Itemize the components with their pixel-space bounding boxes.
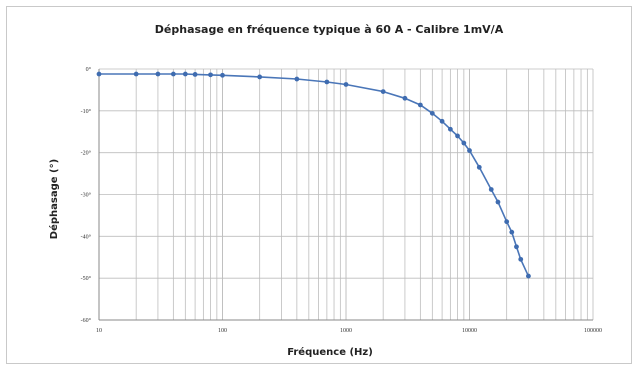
- x-tick-label: 100000: [584, 328, 602, 334]
- y-tick-label: -60°: [81, 317, 92, 324]
- data-point: [467, 148, 472, 153]
- data-point: [518, 256, 524, 262]
- data-point: [447, 126, 453, 132]
- data-point: [504, 219, 510, 225]
- data-point: [439, 118, 445, 124]
- x-axis-title: Fréquence (Hz): [287, 346, 373, 358]
- axes: [98, 69, 593, 321]
- data-point: [170, 71, 176, 77]
- series-phase: [96, 71, 531, 279]
- x-tick-label: 100: [218, 328, 227, 334]
- grid-lines: [98, 68, 594, 321]
- data-point: [461, 140, 467, 146]
- data-point: [294, 76, 300, 82]
- data-point: [182, 71, 188, 77]
- data-point: [343, 82, 349, 87]
- data-point: [96, 71, 102, 77]
- phase-chart: Déphasage en fréquence typique à 60 A - …: [48, 23, 602, 358]
- tick-labels: 10 100 1000 10000 100000 0° -10° -20° -30° -40° -5…: [81, 66, 602, 334]
- data-point: [257, 74, 263, 80]
- data-point: [192, 72, 198, 77]
- data-point: [495, 199, 501, 205]
- data-point: [208, 72, 213, 78]
- data-point: [220, 72, 225, 78]
- data-point: [402, 95, 408, 101]
- y-tick-label: -50°: [81, 275, 92, 282]
- x-tick-label: 10000: [462, 328, 477, 334]
- chart-frame: Déphasage en fréquence typique à 60 A - …: [6, 6, 632, 364]
- y-tick-label: 0°: [86, 66, 92, 73]
- x-tick-label: 10: [96, 328, 102, 334]
- y-tick-label: -30°: [81, 192, 92, 199]
- chart-title: Déphasage en fréquence typique à 60 A - …: [155, 23, 504, 36]
- data-point: [133, 71, 139, 77]
- y-tick-label: -20°: [81, 150, 92, 157]
- data-point: [417, 102, 423, 108]
- x-tick-label: 1000: [340, 328, 352, 334]
- data-point: [155, 71, 161, 77]
- y-tick-label: -40°: [81, 233, 92, 240]
- data-point: [509, 229, 515, 235]
- data-point: [324, 79, 330, 85]
- data-point: [514, 244, 519, 250]
- data-point: [526, 273, 531, 279]
- data-point: [429, 110, 435, 116]
- data-point: [455, 133, 460, 139]
- data-point: [488, 187, 494, 192]
- data-point: [476, 164, 482, 170]
- y-tick-label: -10°: [81, 108, 92, 115]
- data-point: [380, 89, 386, 94]
- y-axis-title: Déphasage (°): [48, 159, 60, 239]
